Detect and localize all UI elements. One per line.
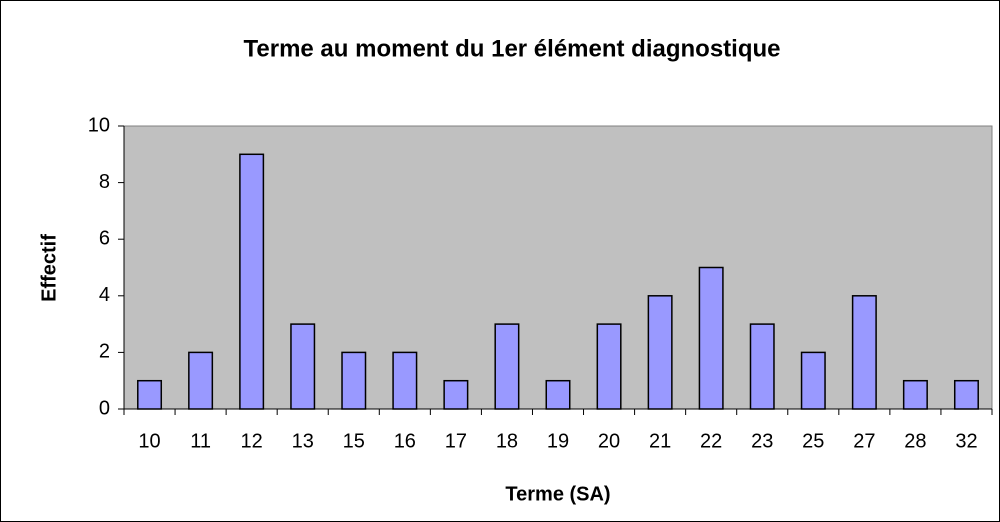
bar bbox=[698, 266, 724, 410]
x-tick-label: 15 bbox=[343, 430, 365, 452]
y-tick-label: 0 bbox=[99, 397, 110, 419]
bar bbox=[647, 295, 673, 410]
bar bbox=[902, 379, 928, 410]
bar bbox=[494, 323, 520, 410]
x-tick-label: 17 bbox=[445, 430, 467, 452]
x-tick-label: 25 bbox=[802, 430, 824, 452]
bar bbox=[341, 351, 367, 410]
bar bbox=[290, 323, 316, 410]
x-tick-label: 23 bbox=[751, 430, 773, 452]
x-tick-label: 32 bbox=[955, 430, 977, 452]
y-tick-label: 2 bbox=[99, 341, 110, 363]
bar bbox=[800, 351, 826, 410]
x-tick-label: 21 bbox=[649, 430, 671, 452]
x-tick-label: 12 bbox=[241, 430, 263, 452]
y-axis-label: Effectif bbox=[38, 234, 60, 302]
y-tick-label: 8 bbox=[99, 171, 110, 193]
x-tick-label: 27 bbox=[853, 430, 875, 452]
bar bbox=[749, 323, 775, 410]
bar bbox=[851, 295, 877, 410]
bar bbox=[188, 351, 214, 410]
bar bbox=[392, 351, 418, 410]
plot-area bbox=[123, 125, 993, 410]
x-tick-label: 22 bbox=[700, 430, 722, 452]
y-tick-label: 6 bbox=[99, 227, 110, 249]
x-tick-label: 13 bbox=[292, 430, 314, 452]
bar bbox=[137, 379, 163, 410]
y-tick-label: 10 bbox=[88, 114, 110, 136]
x-tick-label: 10 bbox=[138, 430, 160, 452]
x-tick-label: 18 bbox=[496, 430, 518, 452]
x-tick-label: 11 bbox=[190, 430, 211, 452]
x-tick-label: 19 bbox=[547, 430, 569, 452]
chart-title: Terme au moment du 1er élément diagnosti… bbox=[244, 35, 781, 62]
x-axis-label: Terme (SA) bbox=[505, 483, 610, 505]
x-tick-label: 28 bbox=[904, 430, 926, 452]
x-tick-label: 20 bbox=[598, 430, 620, 452]
x-tick-label: 16 bbox=[394, 430, 416, 452]
bar bbox=[443, 379, 469, 410]
bar bbox=[239, 153, 265, 410]
bar bbox=[596, 323, 622, 410]
bar bbox=[953, 379, 979, 410]
bar bbox=[545, 379, 571, 410]
y-tick-label: 4 bbox=[99, 284, 110, 306]
